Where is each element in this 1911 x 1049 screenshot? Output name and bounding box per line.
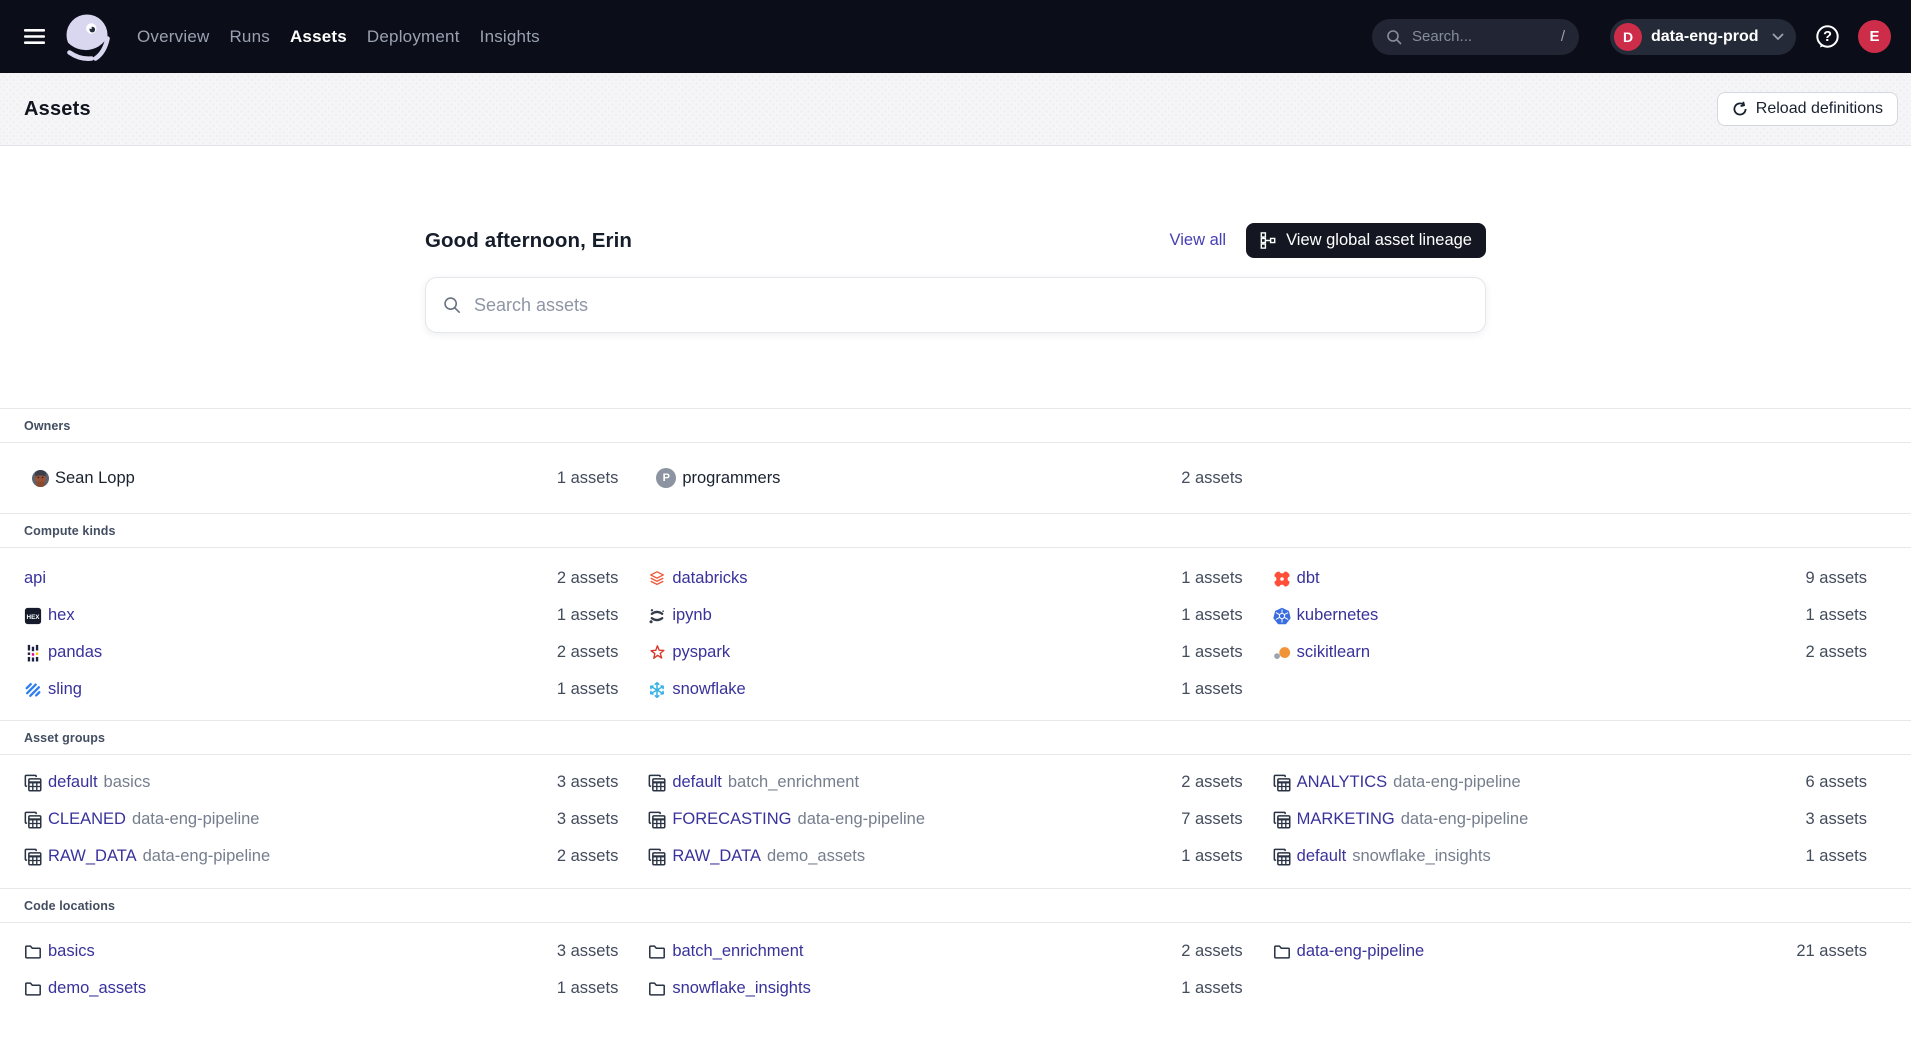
svg-text:HEX: HEX [27, 614, 41, 621]
svg-text:?: ? [1823, 29, 1832, 45]
